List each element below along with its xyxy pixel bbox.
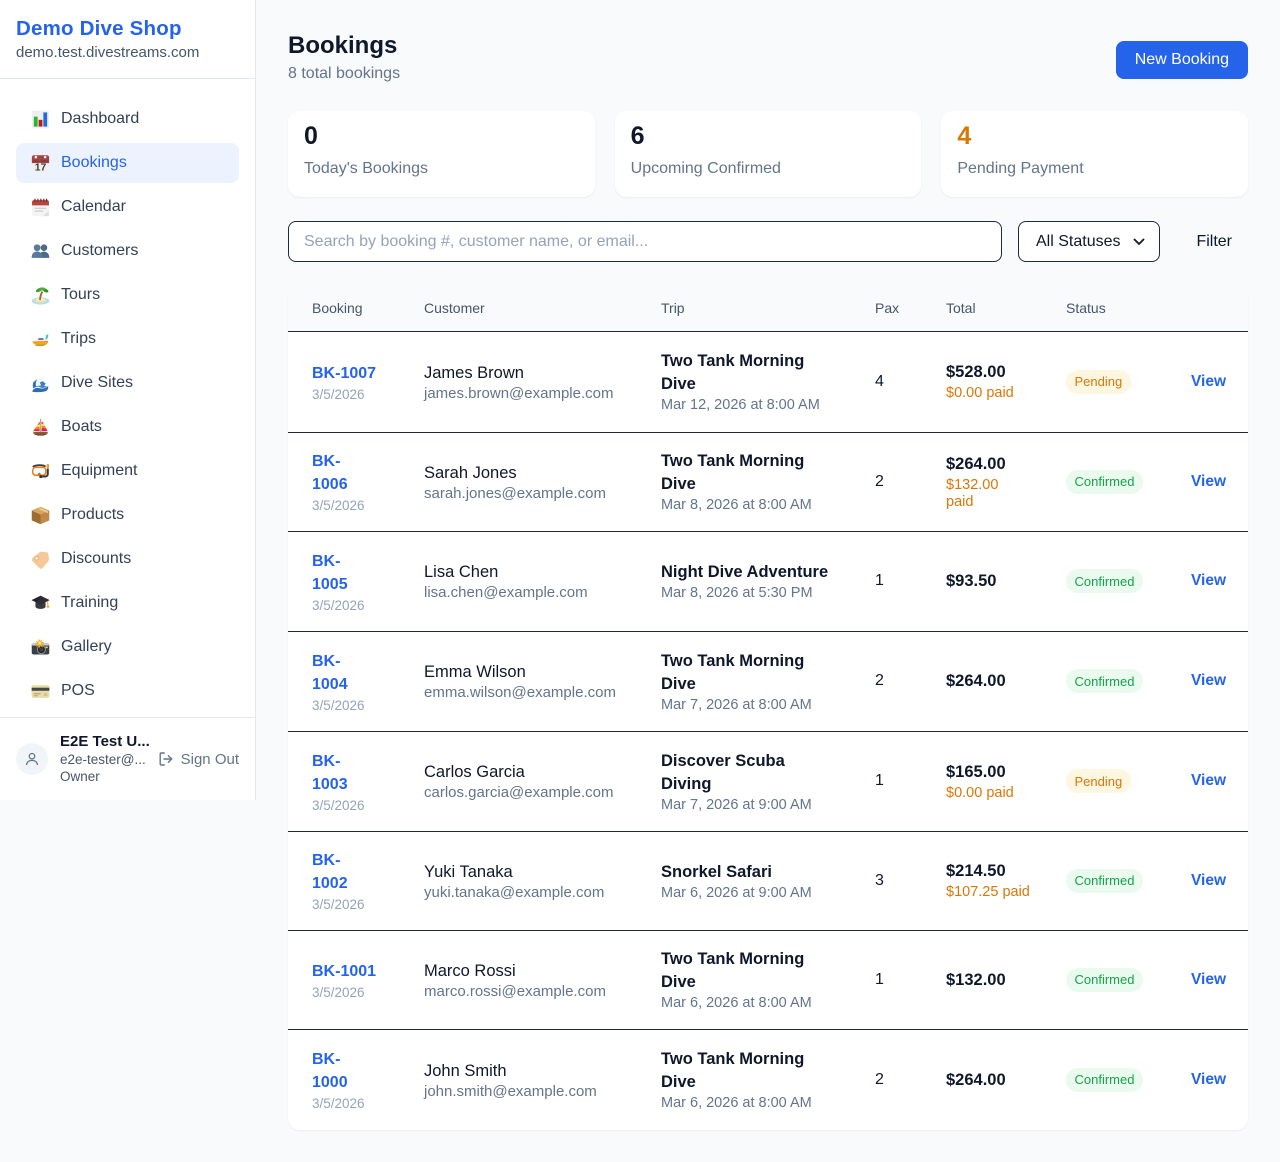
svg-text:17: 17 (35, 162, 47, 173)
